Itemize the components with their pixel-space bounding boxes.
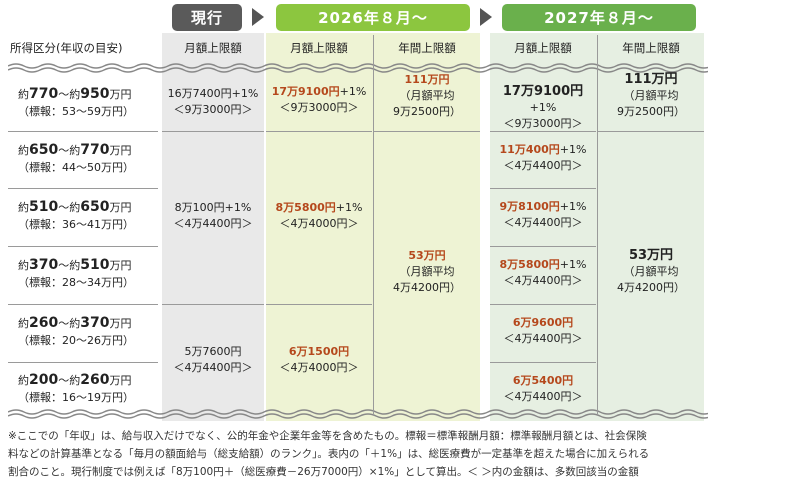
current-group-3: 5万7600円 ＜4万4400円＞: [173, 345, 253, 374]
row-separator: [374, 131, 480, 132]
wave-divider-bottom: [8, 409, 708, 415]
row-separator: [8, 304, 158, 305]
y2027-monthly-header: 月額上限額: [514, 41, 572, 55]
y2027-annual-group-2: 53万円 （月額平均 4万4200円）: [617, 248, 685, 294]
row-separator: [162, 131, 264, 132]
income-row-2: 約650～約770万円 （標報：44～50万円）: [18, 142, 134, 174]
wave-divider-top: [8, 63, 708, 69]
footnote: ※ここでの「年収」は、給与収入だけでなく、公的年金や企業年金等を含めたもの。標報…: [8, 430, 650, 478]
y2027-annual-header: 年間上限額: [622, 41, 680, 55]
y2027-monthly-row-2: 11万400円+1% ＜4万4400円＞: [499, 143, 587, 172]
column-divider: [597, 35, 598, 415]
y2026-monthly-group-2: 8万5800円+1% ＜4万4000円＞: [275, 201, 363, 230]
y2027-annual-group-1: 111万円 （月額平均 9万2500円）: [617, 72, 685, 118]
row-separator: [266, 304, 372, 305]
current-column-bg: [162, 33, 264, 421]
row-separator: [266, 131, 372, 132]
y2026-monthly-group-1: 17万9100円+1% ＜9万3000円＞: [271, 85, 367, 114]
y2026-monthly-group-3: 6万1500円 ＜4万4000円＞: [279, 345, 359, 374]
column-divider: [373, 35, 374, 415]
y2027-monthly-row-5: 6万9600円 ＜4万4400円＞: [503, 316, 583, 345]
row-separator: [8, 188, 158, 189]
y2027-monthly-row-3: 9万8100円+1% ＜4万4400円＞: [499, 200, 587, 229]
income-row-3: 約510～約650万円 （標報：36～41万円）: [18, 199, 134, 231]
row-separator: [8, 131, 158, 132]
current-group-2: 8万100円+1% ＜4万4400円＞: [173, 201, 253, 230]
income-row-6: 約200～約260万円 （標報：16～19万円）: [18, 372, 134, 404]
arrow-icon: [252, 8, 264, 26]
y2027-monthly-row-6: 6万5400円 ＜4万4400円＞: [503, 374, 583, 403]
income-row-5: 約260～約370万円 （標報：20～26万円）: [18, 315, 134, 347]
y2026-monthly-header: 月額上限額: [290, 41, 348, 55]
wave-divider-top-2: [8, 67, 708, 73]
row-separator: [490, 246, 596, 247]
row-separator: [490, 131, 596, 132]
y2027-header: 2027年８月～: [502, 4, 696, 31]
y2026-annual-header: 年間上限額: [398, 41, 456, 55]
income-row-1: 約770～約950万円 （標報：53～59万円）: [18, 86, 134, 118]
current-header: 現行: [172, 4, 242, 31]
y2027-monthly-row-1: 17万9100円+1% ＜9万3000円＞: [502, 84, 584, 130]
y2026-header: 2026年８月～: [276, 4, 470, 31]
y2026-annual-group-1: 111万円 （月額平均 9万2500円）: [393, 73, 461, 118]
row-separator: [8, 362, 158, 363]
income-row-4: 約370～約510万円 （標報：28～34万円）: [18, 257, 134, 289]
wave-divider-bottom-2: [8, 413, 708, 419]
row-separator: [162, 304, 264, 305]
row-separator: [490, 304, 596, 305]
row-separator: [8, 246, 158, 247]
row-separator: [490, 188, 596, 189]
row-separator: [598, 131, 704, 132]
current-group-1: 16万7400円+1% ＜9万3000円＞: [167, 87, 259, 116]
current-monthly-header: 月額上限額: [184, 41, 242, 55]
income-column-header: 所得区分(年収の目安): [10, 41, 123, 55]
y2026-annual-group-2: 53万円 （月額平均 4万4200円）: [393, 249, 461, 294]
row-separator: [490, 362, 596, 363]
y2027-monthly-row-4: 8万5800円+1% ＜4万4400円＞: [499, 258, 587, 287]
arrow-icon: [480, 8, 492, 26]
